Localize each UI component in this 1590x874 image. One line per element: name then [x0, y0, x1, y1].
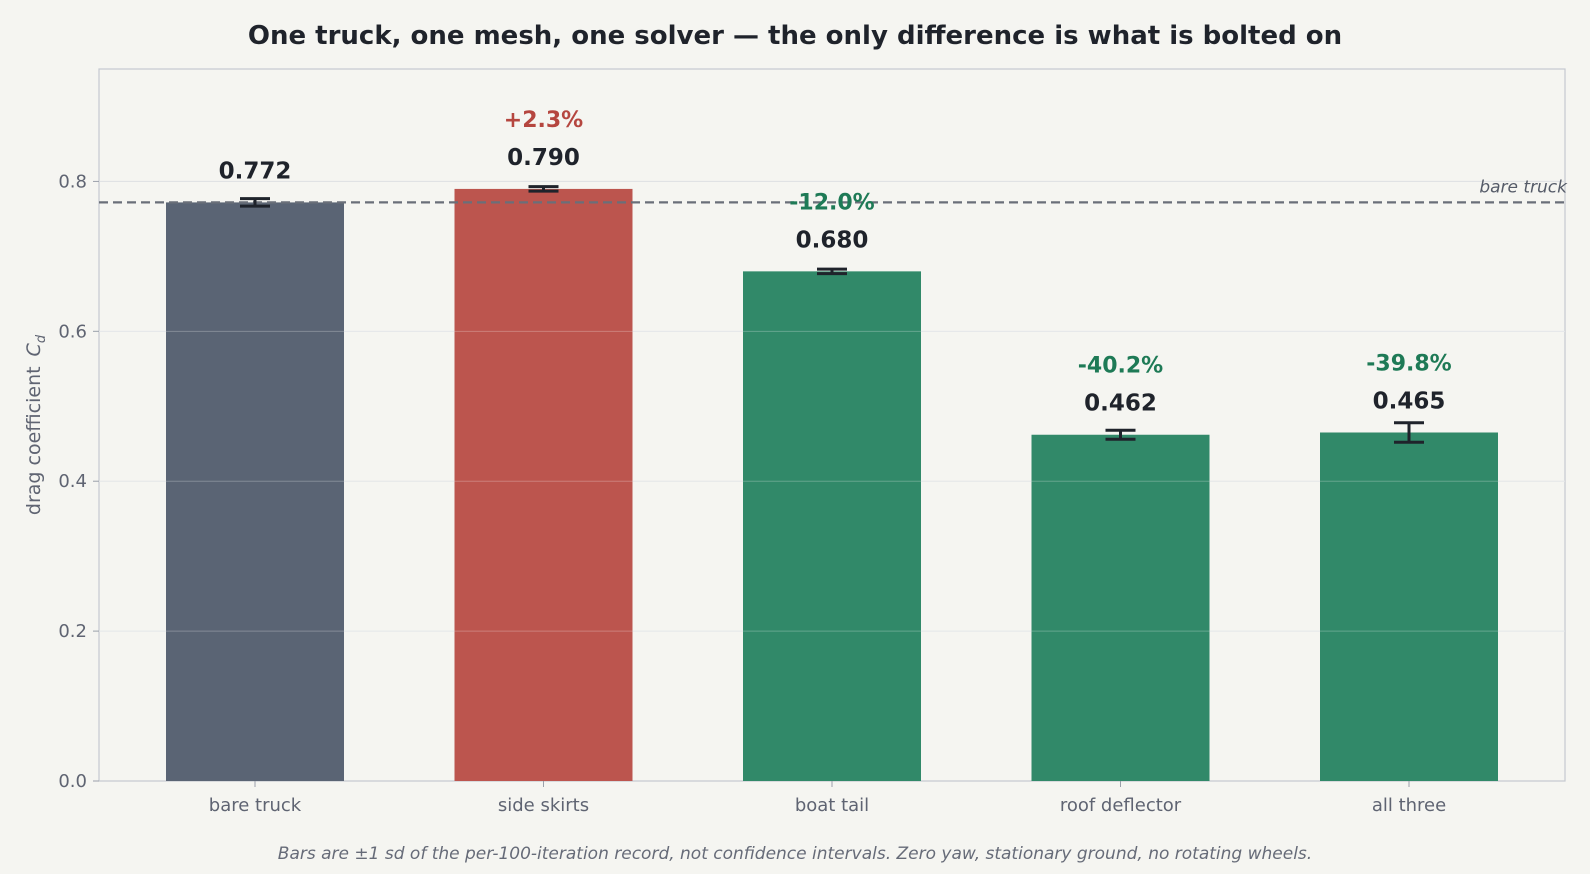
bar-labels: 0.772 0.790 +2.3% 0.680 -12.0% 0.462 -40.2% 0.4… [219, 108, 1452, 417]
value-label: 0.680 [796, 227, 869, 253]
bar-roof-deflector [1031, 434, 1210, 781]
change-label: -40.2% [1078, 354, 1163, 379]
bar-side-skirts [454, 188, 633, 782]
bar-all-three [1320, 432, 1498, 781]
chart-caption: Bars are ±1 sd of the per-100-iteration … [278, 844, 1312, 864]
y-axis-label-symbol: C [23, 342, 45, 356]
y-axis-label-subscript: d [34, 334, 49, 343]
x-tick-label: boat tail [795, 795, 869, 816]
x-axis-ticks: bare truck side skirts boat tail roof defle… [209, 781, 1446, 816]
x-tick-label: all three [1372, 795, 1446, 816]
y-tick-label: 0.6 [58, 321, 87, 342]
y-axis-label: drag coefficient Cd [23, 334, 49, 515]
value-label: 0.772 [219, 158, 292, 184]
bar-bare-truck [166, 202, 344, 781]
chart-title: One truck, one mesh, one solver — the on… [248, 21, 1342, 51]
x-tick-label: side skirts [498, 795, 589, 816]
reference-line-group: bare truck [99, 177, 1568, 204]
x-tick-label: roof deflector [1060, 795, 1182, 816]
change-label: +2.3% [504, 108, 583, 133]
change-label: -12.0% [789, 190, 874, 215]
change-label: -39.8% [1366, 351, 1451, 376]
y-tick-label: 0.8 [58, 171, 87, 192]
value-label: 0.462 [1084, 391, 1157, 417]
y-tick-label: 0.0 [58, 771, 87, 792]
reference-line-label: bare truck [1479, 177, 1568, 197]
error-bars [240, 185, 1424, 444]
y-tick-label: 0.4 [58, 471, 87, 492]
y-tick-label: 0.2 [58, 621, 87, 642]
y-axis-ticks: 0.0 0.2 0.4 0.6 0.8 [58, 171, 99, 792]
bar-boat-tail [743, 271, 921, 781]
bars [99, 188, 1565, 782]
x-tick-label: bare truck [209, 795, 302, 816]
value-label: 0.790 [507, 145, 580, 171]
value-label: 0.465 [1373, 388, 1446, 414]
y-axis-label-text: drag coefficient [23, 366, 45, 515]
